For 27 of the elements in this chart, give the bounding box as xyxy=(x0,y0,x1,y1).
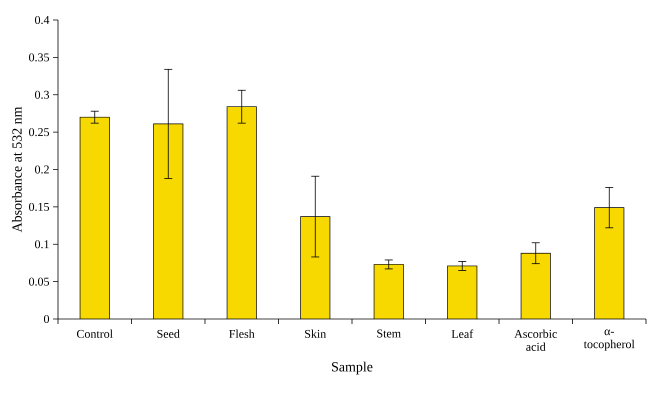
y-tick-label: 0 xyxy=(44,314,50,324)
bar xyxy=(80,117,110,319)
x-tick-label: Skin xyxy=(305,330,326,338)
y-tick-label: 0.3 xyxy=(35,90,50,99)
x-tick-label: Control xyxy=(76,330,113,338)
bar xyxy=(374,264,404,319)
y-tick-label: 0.15 xyxy=(29,202,50,211)
x-tick-label: Ascorbic acid xyxy=(514,330,557,351)
bar xyxy=(448,266,477,319)
bar xyxy=(227,106,256,319)
y-axis-title: Absorbance at 532 nm xyxy=(12,106,22,232)
x-tick-label: α-tocopherol xyxy=(584,330,635,351)
y-tick-label: 0.05 xyxy=(29,278,50,286)
y-tick-label: 0.35 xyxy=(29,53,50,62)
x-tick-label: Seed xyxy=(157,330,180,338)
x-tick-label: Flesh xyxy=(229,330,255,338)
y-tick-label: 0.25 xyxy=(29,128,50,136)
y-tick-label: 0.2 xyxy=(35,165,49,174)
x-tick-label: Leaf xyxy=(452,329,474,338)
y-tick-label: 0.4 xyxy=(35,16,50,24)
bar xyxy=(154,124,183,319)
x-tick-label: Stem xyxy=(377,329,401,338)
bar xyxy=(521,253,550,319)
bar xyxy=(594,207,624,319)
bar xyxy=(300,216,330,319)
y-tick-label: 0.1 xyxy=(35,240,49,248)
x-axis-title: Sample xyxy=(332,362,372,374)
